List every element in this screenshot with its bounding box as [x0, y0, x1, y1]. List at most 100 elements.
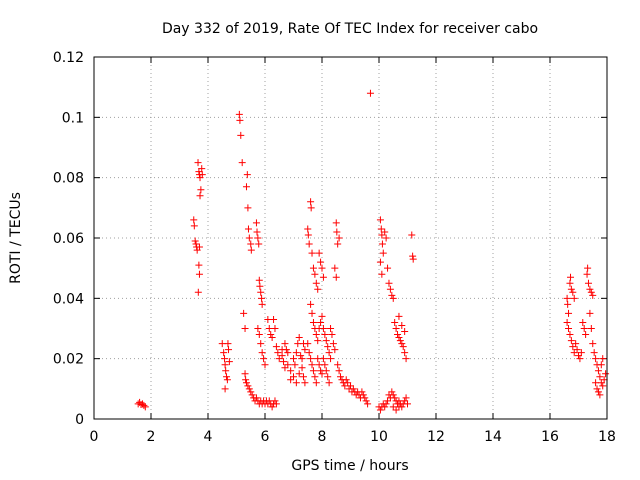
data-point — [589, 340, 597, 348]
data-point — [389, 294, 397, 302]
data-point — [284, 361, 292, 369]
data-point — [335, 234, 343, 242]
data-point — [596, 391, 604, 399]
data-point — [327, 325, 335, 332]
data-point — [317, 258, 325, 266]
data-point — [280, 358, 288, 366]
data-point — [401, 328, 409, 336]
data-point — [382, 234, 390, 242]
data-point — [599, 355, 607, 363]
x-axis-label: GPS time / hours — [291, 458, 408, 474]
y-tick-label: 0.08 — [53, 171, 84, 187]
data-point — [577, 349, 585, 357]
data-point — [391, 394, 399, 402]
data-point — [602, 370, 610, 378]
tick-layer: 0 2 4 6 8 10 12 14 16 18 0 0.02 0.04 0.06 0.08 0.1 0.12 — [53, 50, 616, 445]
data-point — [381, 228, 389, 236]
y-tick-label: 0.04 — [53, 291, 84, 307]
data-point — [245, 385, 253, 393]
data-point — [295, 334, 303, 342]
data-point — [307, 355, 315, 363]
data-point — [314, 337, 322, 345]
data-point — [195, 168, 203, 176]
data-point — [271, 397, 279, 405]
data-point — [322, 337, 330, 345]
data-point — [388, 291, 396, 299]
data-point — [191, 237, 199, 245]
data-point — [579, 318, 587, 326]
data-point — [570, 349, 578, 357]
data-point — [596, 373, 604, 381]
data-point — [408, 231, 416, 239]
data-point — [590, 349, 598, 357]
data-point — [399, 343, 407, 351]
data-point — [298, 355, 306, 363]
data-point — [335, 367, 343, 375]
data-point — [268, 334, 276, 342]
data-point — [312, 279, 320, 287]
data-point — [563, 294, 571, 302]
data-point — [242, 379, 250, 387]
data-point — [318, 370, 326, 378]
data-point — [366, 89, 374, 97]
data-point — [304, 231, 312, 239]
data-point — [221, 385, 229, 393]
data-point — [318, 264, 326, 272]
data-point — [389, 391, 397, 399]
data-point — [378, 231, 386, 239]
data-point — [268, 403, 276, 411]
data-point — [388, 388, 396, 396]
data-point — [376, 258, 384, 266]
data-point — [376, 216, 384, 224]
x-tick-label: 10 — [370, 429, 388, 445]
data-point — [319, 355, 327, 363]
data-point — [307, 300, 315, 308]
data-point — [317, 318, 325, 326]
data-point — [584, 264, 592, 272]
data-point — [301, 346, 309, 354]
x-tick-label: 8 — [318, 429, 327, 445]
data-point — [331, 264, 339, 272]
y-tick-label: 0.1 — [62, 110, 84, 126]
data-point — [223, 376, 231, 384]
data-point — [378, 240, 386, 248]
data-point — [567, 273, 575, 281]
data-point — [314, 285, 322, 293]
data-point — [580, 325, 588, 332]
data-point — [220, 349, 228, 357]
data-point — [576, 355, 584, 363]
data-point — [362, 397, 370, 405]
data-point — [195, 261, 203, 269]
data-point — [287, 367, 295, 375]
data-point — [404, 400, 411, 408]
data-point — [274, 349, 282, 357]
data-point — [377, 225, 385, 233]
data-point — [379, 249, 387, 257]
data-point — [298, 364, 306, 372]
data-point — [222, 367, 230, 375]
data-point — [242, 183, 250, 191]
data-point — [395, 312, 403, 320]
data-point — [597, 361, 605, 369]
data-point — [319, 273, 327, 281]
data-point — [584, 279, 592, 287]
data-point — [258, 294, 266, 302]
data-point — [599, 382, 607, 390]
data-point — [569, 343, 577, 351]
data-point — [275, 355, 283, 363]
data-point — [378, 270, 386, 278]
data-point — [325, 379, 333, 387]
data-point — [257, 340, 265, 348]
data-point — [600, 376, 608, 384]
data-point — [381, 403, 389, 411]
data-point — [137, 401, 145, 409]
data-point — [243, 171, 251, 179]
grid-layer — [94, 57, 607, 419]
data-point — [238, 159, 246, 167]
data-point — [256, 282, 264, 290]
data-point — [255, 240, 263, 248]
data-point — [396, 337, 404, 345]
data-point — [315, 249, 323, 257]
y-tick-label: 0.06 — [53, 231, 84, 247]
data-point — [312, 379, 320, 387]
